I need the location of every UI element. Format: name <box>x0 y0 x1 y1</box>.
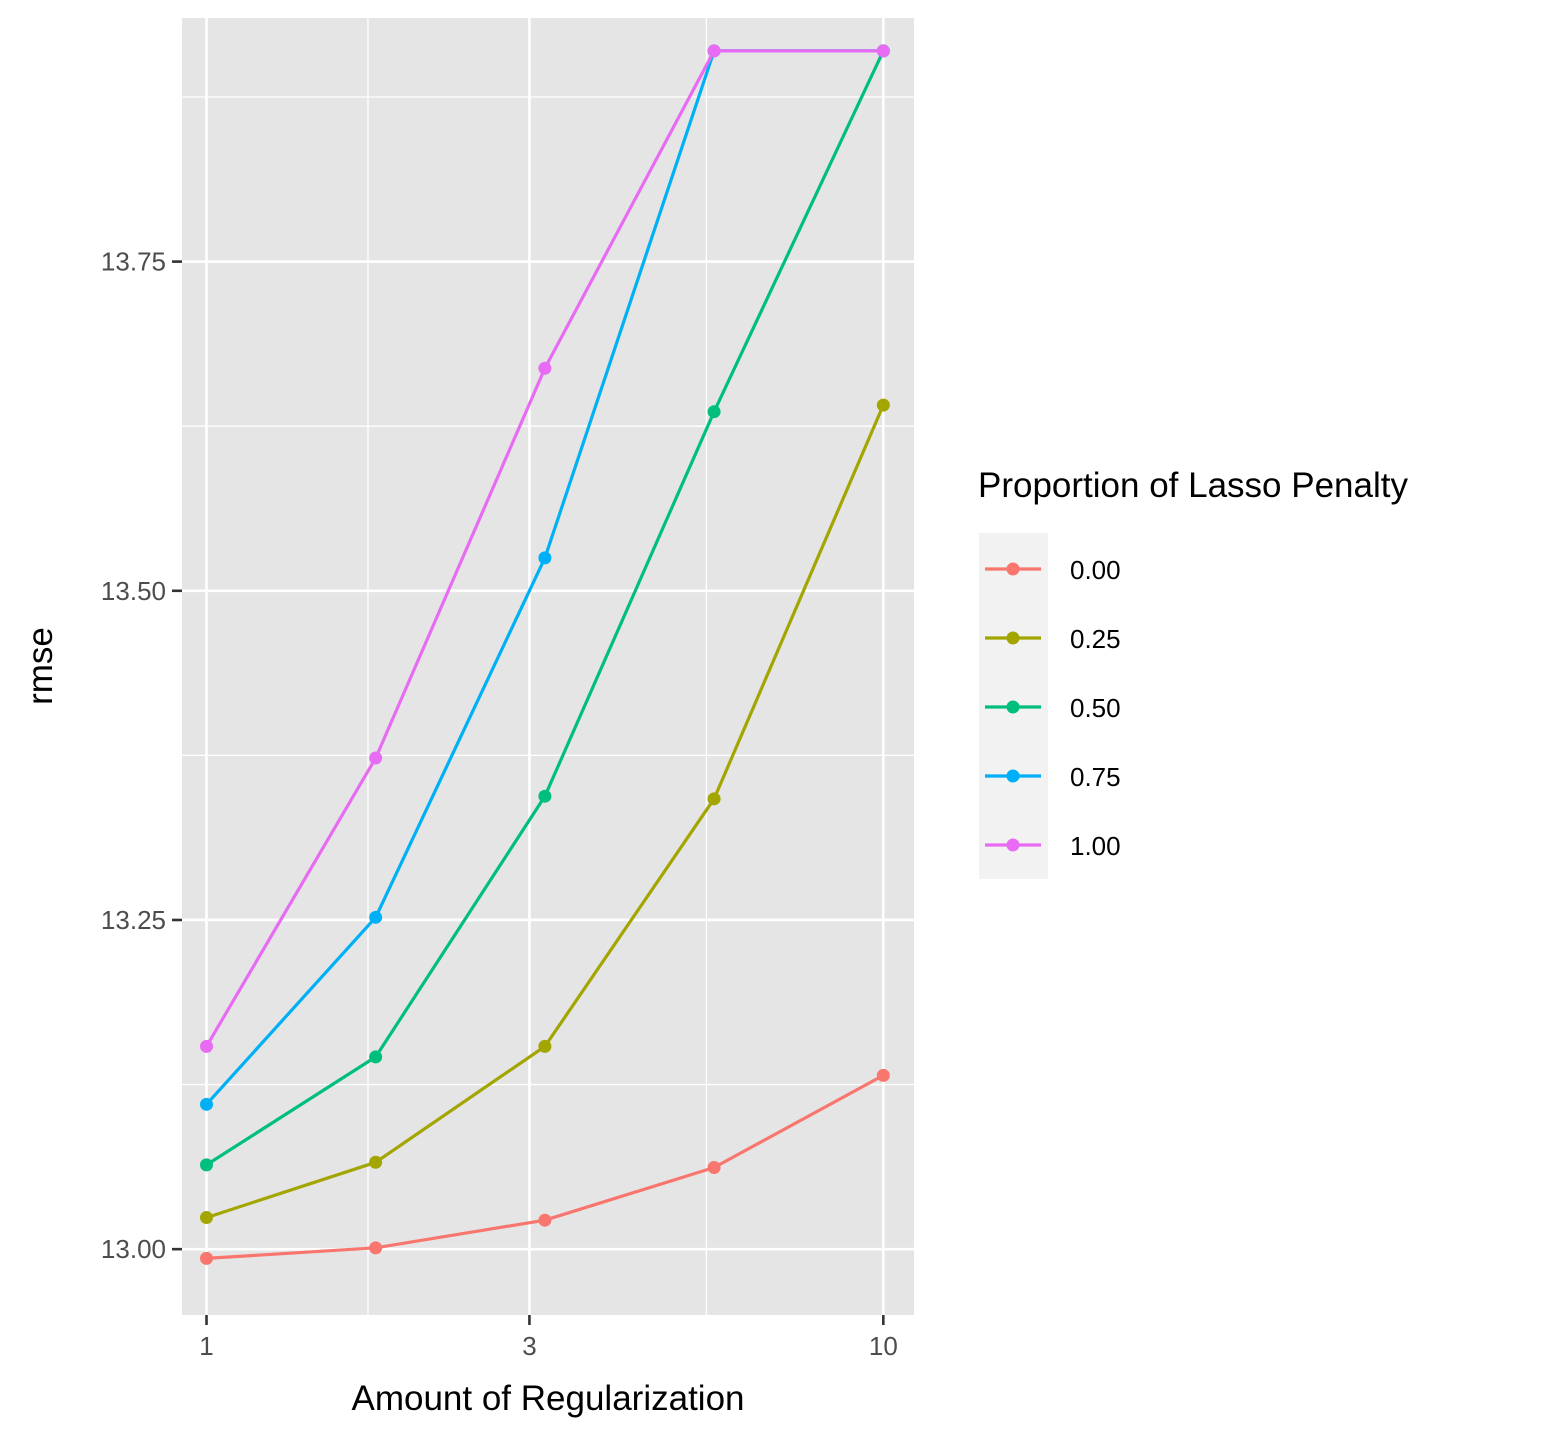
data-point <box>538 551 552 565</box>
data-point <box>369 910 383 924</box>
legend-title: Proportion of Lasso Penalty <box>978 466 1408 505</box>
legend-item: 0.50 <box>985 693 1121 723</box>
legend-items: 0.00 0.25 0.50 0.75 1.00 <box>985 555 1121 861</box>
data-point <box>369 1155 383 1169</box>
data-point <box>876 1068 890 1082</box>
legend-key-point <box>1006 838 1020 852</box>
data-point <box>200 1097 214 1111</box>
legend: Proportion of Lasso Penalty 0.00 0.25 0.50… <box>978 466 1408 879</box>
data-point <box>538 789 552 803</box>
data-point <box>369 1241 383 1255</box>
minor-grid <box>182 18 914 1315</box>
data-point <box>200 1039 214 1053</box>
data-point <box>876 398 890 412</box>
data-point <box>538 361 552 375</box>
legend-item: 0.75 <box>985 762 1121 792</box>
legend-item: 0.00 <box>985 555 1121 585</box>
y-tick-label: 13.50 <box>101 576 166 606</box>
legend-item: 1.00 <box>985 831 1121 861</box>
y-tick-label: 13.00 <box>101 1234 166 1264</box>
data-point <box>707 44 721 58</box>
legend-label: 1.00 <box>1070 831 1121 861</box>
y-tick-label: 13.75 <box>101 247 166 277</box>
legend-label: 0.50 <box>1070 693 1121 723</box>
legend-key-point <box>1006 769 1020 783</box>
series-0.25 <box>200 398 890 1225</box>
major-grid <box>182 18 914 1315</box>
data-point <box>369 751 383 765</box>
legend-key-point <box>1006 700 1020 714</box>
x-tick-label: 10 <box>869 1331 898 1361</box>
legend-item: 0.25 <box>985 624 1121 654</box>
legend-key-point <box>1006 631 1020 645</box>
data-point <box>538 1039 552 1053</box>
x-tick-label: 3 <box>522 1331 536 1361</box>
data-point <box>538 1213 552 1227</box>
data-point <box>200 1211 214 1225</box>
plot-panel <box>182 18 914 1315</box>
y-axis: 13.00 13.25 13.50 13.75 <box>101 247 182 1264</box>
legend-key-point <box>1006 562 1020 576</box>
series-1.00 <box>200 44 890 1053</box>
legend-label: 0.25 <box>1070 624 1121 654</box>
series-0.00 <box>200 1068 890 1265</box>
legend-label: 0.75 <box>1070 762 1121 792</box>
data-point <box>876 44 890 58</box>
data-point <box>369 1050 383 1064</box>
data-point <box>707 792 721 806</box>
x-tick-label: 1 <box>199 1331 213 1361</box>
data-point <box>200 1158 214 1172</box>
legend-label: 0.00 <box>1070 555 1121 585</box>
data-point <box>200 1251 214 1265</box>
data-point <box>707 1161 721 1175</box>
data-point <box>707 405 721 419</box>
y-tick-label: 13.25 <box>101 905 166 935</box>
y-axis-title: rmse <box>21 627 60 705</box>
series-layer <box>200 44 890 1265</box>
x-axis: 1 3 10 <box>199 1315 898 1361</box>
x-axis-title: Amount of Regularization <box>352 1379 745 1418</box>
